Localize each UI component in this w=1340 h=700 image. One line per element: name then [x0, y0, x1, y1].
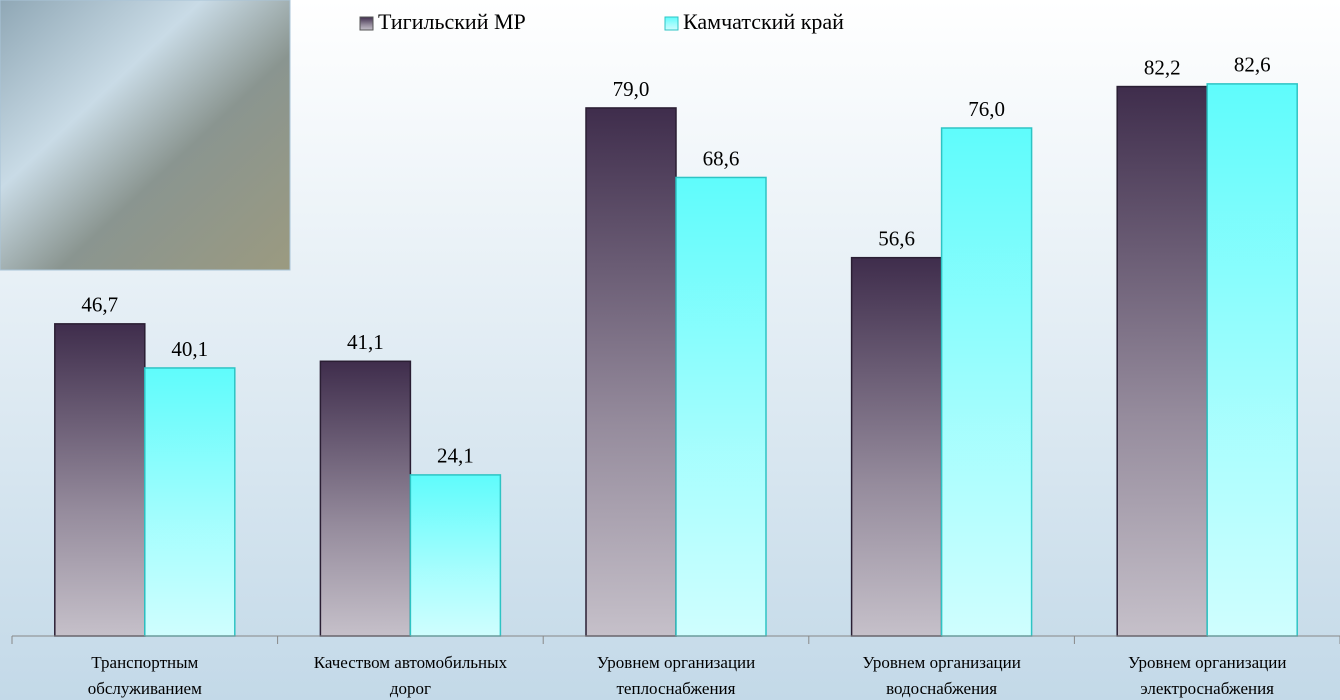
value-label: 41,1 [347, 330, 384, 354]
value-label: 24,1 [437, 444, 474, 468]
bar [850, 256, 943, 637]
bar [54, 323, 146, 637]
x-tick-label: водоснабжения [886, 679, 997, 698]
value-label: 82,2 [1144, 55, 1181, 79]
x-tick-label: обслуживанием [88, 679, 202, 698]
value-label: 79,0 [613, 77, 650, 101]
x-tick-label: Уровнем организации [1128, 653, 1287, 672]
bar [144, 367, 236, 637]
value-label: 46,7 [81, 293, 118, 317]
value-label: 56,6 [878, 226, 915, 250]
bar [319, 360, 412, 637]
value-label: 76,0 [968, 97, 1005, 121]
x-tick-label: электроснабжения [1140, 679, 1274, 698]
photo [0, 0, 291, 271]
value-label: 82,6 [1234, 53, 1271, 77]
legend-swatch [664, 16, 679, 31]
bar [585, 107, 677, 637]
bar [940, 127, 1033, 637]
bar [1116, 85, 1208, 637]
x-tick-label: Уровнем организации [862, 653, 1021, 672]
bar [1206, 83, 1298, 637]
bar [409, 474, 502, 637]
legend-swatch [359, 16, 374, 31]
x-tick-label: Качеством автомобильных [314, 653, 508, 672]
legend-label: Тигильский МР [378, 9, 526, 34]
legend-label: Камчатский край [683, 9, 844, 34]
x-tick-label: теплоснабжения [617, 679, 736, 698]
bar [675, 176, 767, 637]
x-tick-label: Уровнем организации [597, 653, 756, 672]
x-tick-label: Транспортным [91, 653, 198, 672]
x-tick-label: дорог [390, 679, 431, 698]
value-label: 68,6 [703, 146, 740, 170]
value-label: 40,1 [171, 337, 208, 361]
